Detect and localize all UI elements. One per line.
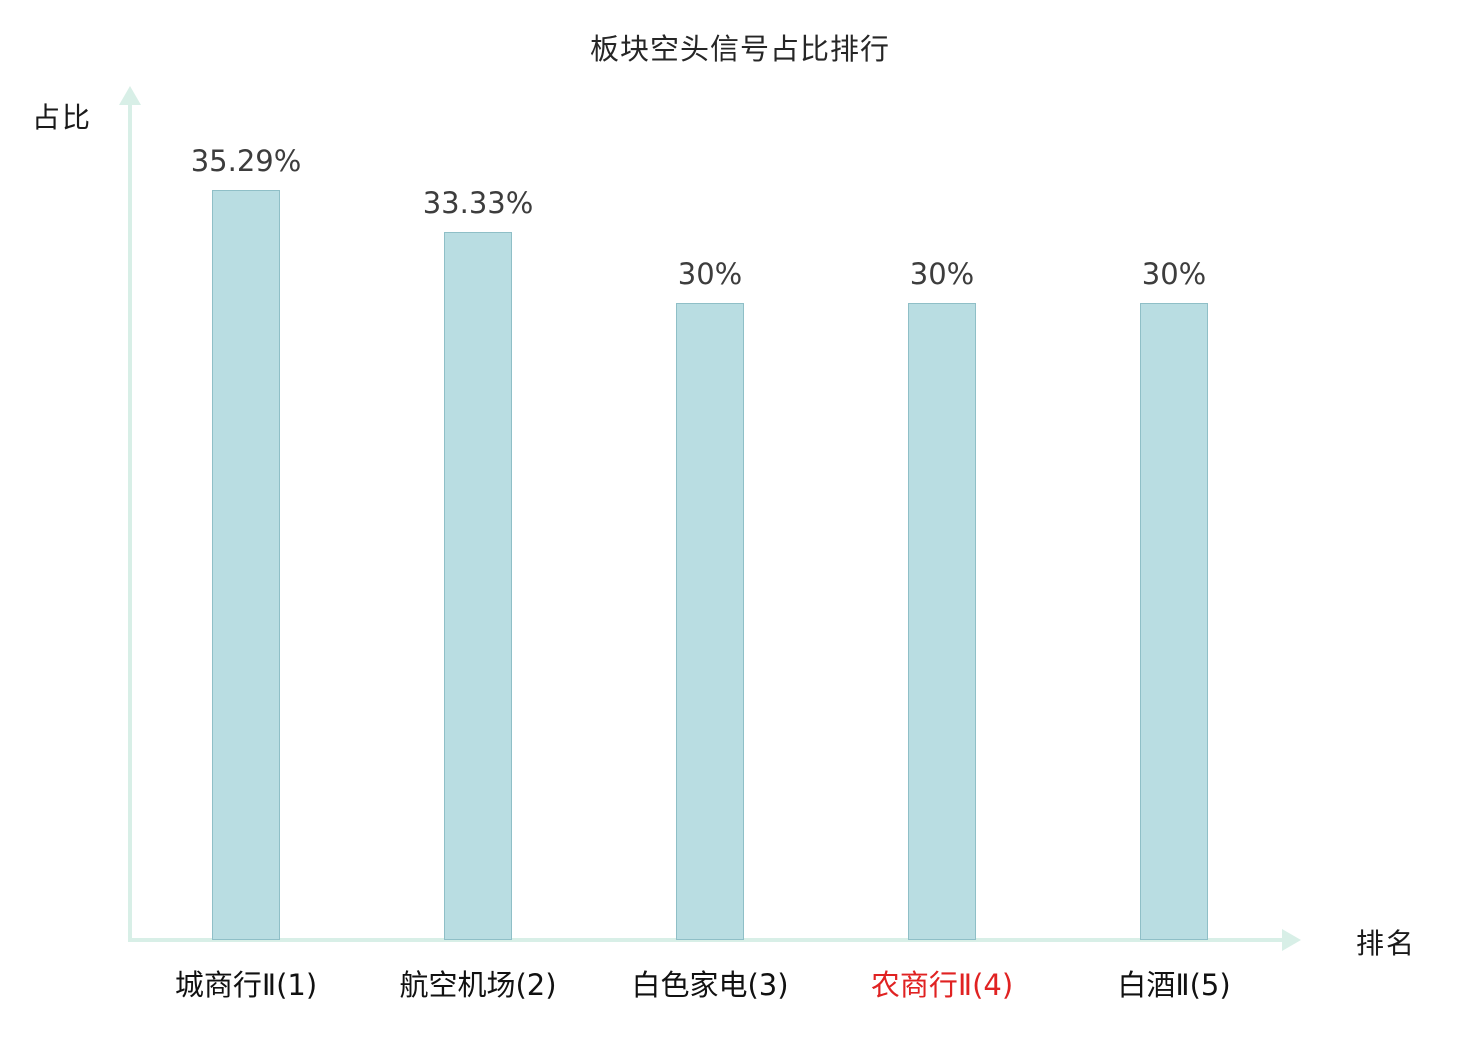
bar-value-label: 33.33% <box>422 185 534 220</box>
bar-value-label: 30% <box>909 256 975 291</box>
category-label: 城商行Ⅱ(1) <box>174 968 318 1002</box>
bar <box>212 190 280 940</box>
category-label: 白酒Ⅱ(5) <box>1117 968 1231 1002</box>
category-label: 白色家电(3) <box>631 968 789 1002</box>
y-axis-label: 占比 <box>32 101 93 134</box>
bar <box>908 302 976 940</box>
category-label: 农商行Ⅱ(4) <box>870 968 1014 1002</box>
chart-title: 板块空头信号占比排行 <box>589 32 890 66</box>
bar-value-label: 30% <box>1141 256 1207 291</box>
y-axis-line <box>128 104 132 940</box>
y-axis-arrow-icon <box>119 86 141 105</box>
bar <box>1140 302 1208 940</box>
x-axis-line <box>128 938 1284 942</box>
x-axis-label: 排名 <box>1356 927 1417 960</box>
bar <box>444 231 512 940</box>
bar-value-label: 30% <box>677 256 743 291</box>
x-axis-arrow-icon <box>1282 929 1301 951</box>
bar <box>676 302 744 940</box>
category-label: 航空机场(2) <box>399 968 557 1002</box>
bar-value-label: 35.29% <box>190 144 302 179</box>
